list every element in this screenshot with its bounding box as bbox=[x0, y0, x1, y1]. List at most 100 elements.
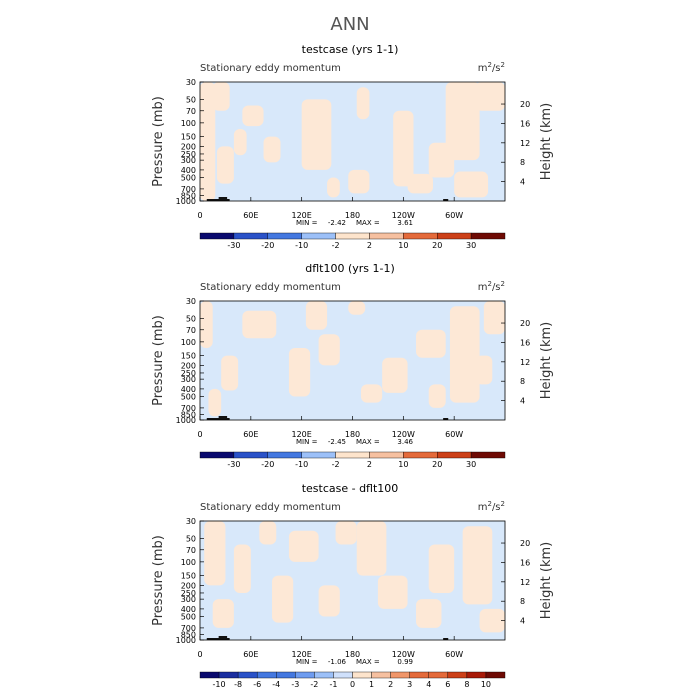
positive-region bbox=[212, 82, 230, 111]
pressure-tick-label: 700 bbox=[181, 624, 196, 633]
colorbar-swatch bbox=[233, 451, 268, 459]
pressure-axis-label: Pressure (mb) bbox=[151, 96, 166, 187]
colorbar-swatch bbox=[237, 671, 258, 679]
longitude-tick-label: 120E bbox=[292, 650, 312, 659]
colorbar-label: -2 bbox=[332, 241, 340, 250]
colorbar-swatch bbox=[371, 671, 391, 679]
pressure-tick-label: 250 bbox=[181, 369, 196, 378]
colorbar-label: -4 bbox=[272, 680, 280, 689]
colorbar-swatch bbox=[267, 232, 302, 240]
colorbar-label: 2 bbox=[367, 460, 372, 469]
pressure-tick-label: 850 bbox=[181, 410, 196, 419]
colorbar-swatch bbox=[335, 232, 370, 240]
panel-title: dflt100 (yrs 1-1) bbox=[305, 262, 395, 275]
colorbar-swatch bbox=[470, 451, 506, 459]
colorbar-label: 10 bbox=[481, 680, 491, 689]
height-axis-label: Height (km) bbox=[539, 542, 554, 619]
longitude-tick-label: 120W bbox=[392, 211, 415, 220]
field-label: Stationary eddy momentum bbox=[200, 282, 341, 293]
colorbar-label: -1 bbox=[329, 680, 337, 689]
colorbar-swatch bbox=[333, 671, 353, 679]
pressure-tick-label: 50 bbox=[186, 534, 196, 543]
longitude-tick-label: 0 bbox=[197, 211, 202, 220]
positive-region bbox=[221, 355, 239, 391]
colorbar-label: 30 bbox=[466, 460, 476, 469]
units-label: m2/s2 bbox=[478, 500, 505, 513]
pressure-tick-label: 150 bbox=[181, 572, 196, 581]
max-label: MAX = bbox=[356, 658, 380, 666]
positive-region bbox=[475, 355, 493, 385]
colorbar-swatch bbox=[466, 671, 487, 679]
longitude-tick-label: 120W bbox=[392, 430, 415, 439]
colorbar-label: 20 bbox=[432, 241, 442, 250]
colorbar-label: 30 bbox=[466, 241, 476, 250]
colorbar-label: 2 bbox=[367, 241, 372, 250]
positive-region bbox=[233, 544, 251, 593]
colorbar-label: -2 bbox=[310, 680, 318, 689]
positive-region bbox=[462, 526, 493, 605]
pressure-axis-label: Pressure (mb) bbox=[151, 535, 166, 626]
terrain-mask bbox=[443, 199, 449, 201]
height-tick-label: 4 bbox=[520, 178, 525, 187]
colorbar-label: 6 bbox=[445, 680, 450, 689]
units-superscript: 2 bbox=[501, 280, 505, 288]
colorbar-swatch bbox=[390, 671, 410, 679]
longitude-tick-label: 120E bbox=[292, 430, 312, 439]
pressure-tick-label: 200 bbox=[181, 361, 196, 370]
field-label: Stationary eddy momentum bbox=[200, 502, 341, 513]
positive-region bbox=[393, 110, 414, 187]
colorbar-swatch bbox=[403, 451, 438, 459]
colorbar-swatch bbox=[403, 232, 438, 240]
positive-region bbox=[454, 171, 489, 198]
height-tick-label: 20 bbox=[520, 319, 530, 328]
units-superscript: 2 bbox=[487, 61, 491, 69]
longitude-tick-label: 0 bbox=[197, 430, 202, 439]
pressure-tick-label: 50 bbox=[186, 314, 196, 323]
pressure-tick-label: 50 bbox=[186, 95, 196, 104]
pressure-tick-label: 250 bbox=[181, 150, 196, 159]
positive-region bbox=[200, 82, 216, 201]
longitude-tick-label: 60W bbox=[445, 650, 463, 659]
units-superscript: 2 bbox=[487, 500, 491, 508]
pressure-tick-label: 700 bbox=[181, 404, 196, 413]
colorbar-swatch bbox=[485, 671, 506, 679]
positive-region bbox=[428, 544, 455, 593]
positive-region bbox=[382, 357, 408, 393]
terrain-mask bbox=[206, 638, 230, 640]
pressure-tick-label: 250 bbox=[181, 589, 196, 598]
positive-region bbox=[475, 82, 505, 111]
height-tick-label: 16 bbox=[520, 119, 530, 128]
pressure-tick-label: 500 bbox=[181, 173, 196, 182]
max-value: 3.61 bbox=[397, 219, 413, 227]
colorbar-swatch bbox=[409, 671, 429, 679]
positive-region bbox=[416, 599, 442, 628]
height-tick-label: 8 bbox=[520, 158, 525, 167]
longitude-tick-label: 120W bbox=[392, 650, 415, 659]
positive-region bbox=[259, 521, 277, 545]
longitude-tick-label: 60E bbox=[243, 650, 258, 659]
terrain-mask bbox=[206, 199, 230, 201]
height-tick-label: 4 bbox=[520, 397, 525, 406]
units-label: m2/s2 bbox=[478, 61, 505, 74]
pressure-tick-label: 30 bbox=[186, 517, 196, 526]
units-base: m bbox=[478, 63, 488, 74]
colorbar-label: 4 bbox=[426, 680, 431, 689]
longitude-tick-label: 180 bbox=[345, 211, 360, 220]
panel-title: testcase (yrs 1-1) bbox=[302, 43, 399, 56]
colorbar-label: 20 bbox=[432, 460, 442, 469]
colorbar-swatch bbox=[267, 451, 302, 459]
colorbar-swatch bbox=[314, 671, 334, 679]
pressure-tick-label: 70 bbox=[186, 326, 196, 335]
positive-region bbox=[288, 348, 311, 397]
longitude-tick-label: 60W bbox=[445, 211, 463, 220]
pressure-tick-label: 700 bbox=[181, 185, 196, 194]
positive-region bbox=[200, 301, 213, 349]
positive-region bbox=[416, 329, 446, 358]
pressure-tick-label: 100 bbox=[181, 338, 196, 347]
colorbar-label: -30 bbox=[227, 241, 240, 250]
pressure-tick-label: 400 bbox=[181, 166, 196, 175]
colorbar-swatch bbox=[447, 671, 468, 679]
min-value: -2.42 bbox=[328, 219, 346, 227]
pressure-tick-label: 150 bbox=[181, 352, 196, 361]
units-mid: /s bbox=[492, 502, 501, 513]
